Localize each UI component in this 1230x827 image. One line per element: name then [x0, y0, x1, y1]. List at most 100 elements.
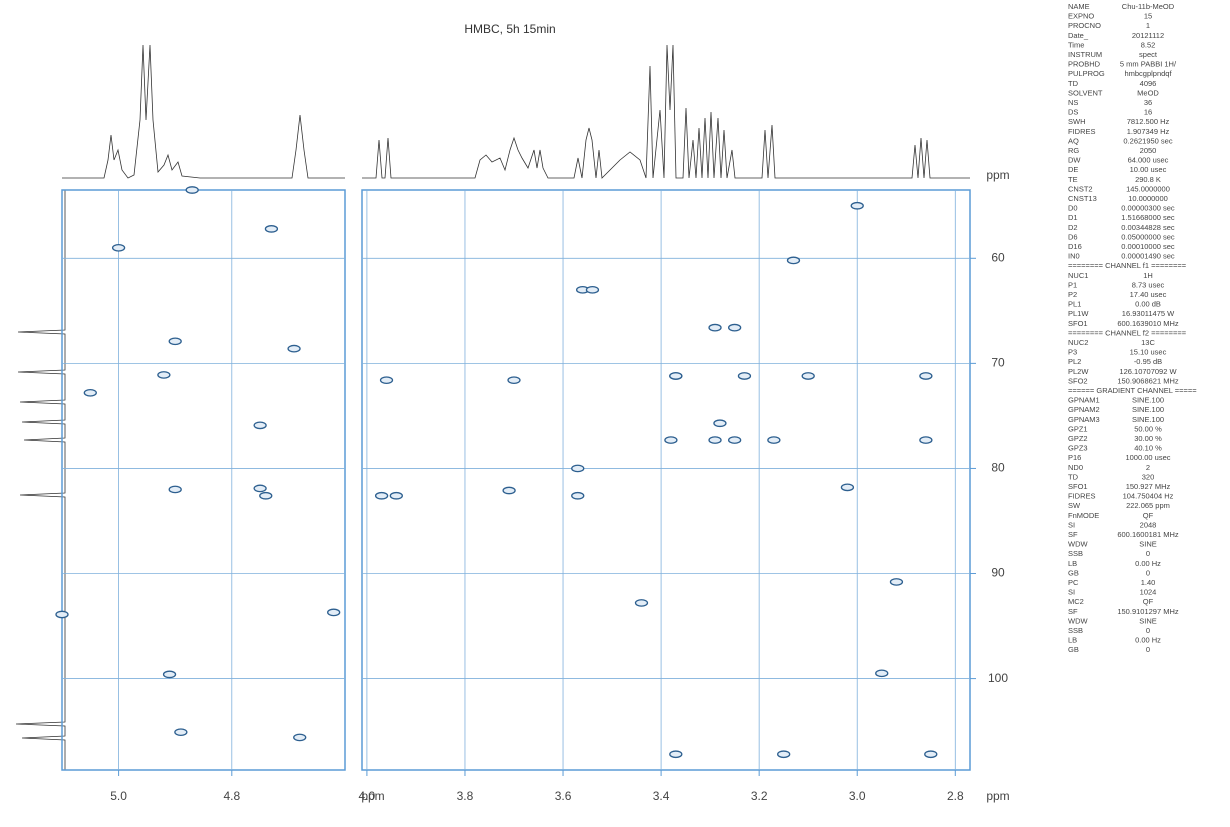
y-tick-label: 60 — [991, 250, 1005, 264]
param-name: NUC2 — [1068, 338, 1088, 347]
cross-peak — [507, 376, 521, 385]
param-name: SSB — [1068, 626, 1083, 635]
param-name: PL1 — [1068, 300, 1081, 309]
param-value: 0 — [1146, 549, 1150, 558]
param-name: D16 — [1068, 242, 1082, 251]
cross-peak — [327, 608, 341, 617]
param-name: SOLVENT — [1068, 88, 1103, 97]
cross-peak — [253, 421, 267, 430]
cross-peak — [168, 485, 182, 494]
cross-peak — [875, 669, 889, 678]
param-value: 600.1639010 MHz — [1117, 319, 1179, 328]
cross-peak — [389, 491, 403, 500]
param-name: GPZ3 — [1068, 444, 1088, 453]
param-name: TD — [1068, 79, 1079, 88]
cross-peak — [727, 436, 742, 444]
param-value: 0.00344828 sec — [1121, 223, 1175, 232]
param-value: 2 — [1146, 463, 1150, 472]
param-name: SWH — [1068, 117, 1086, 126]
param-name: SFO2 — [1068, 376, 1088, 385]
param-value: QF — [1143, 511, 1154, 520]
param-value: 0.00 Hz — [1135, 559, 1161, 568]
cross-peak — [801, 372, 815, 380]
param-name: DS — [1068, 108, 1078, 117]
param-value: 1.907349 Hz — [1127, 127, 1170, 136]
param-value: 320 — [1142, 472, 1155, 481]
cross-peak — [253, 484, 267, 493]
cross-peak — [664, 436, 678, 444]
cross-peak — [264, 225, 279, 233]
top-trace-right — [362, 44, 970, 179]
cross-peak — [840, 483, 855, 492]
param-name: LB — [1068, 559, 1077, 568]
cross-peak — [571, 464, 585, 473]
cross-peak — [83, 388, 97, 397]
param-name: PL2W — [1068, 367, 1089, 376]
param-value: 150.9068621 MHz — [1117, 376, 1179, 385]
param-name: PL2 — [1068, 357, 1081, 366]
x-tick-label: 5.0 — [110, 789, 127, 803]
cross-peak — [55, 610, 69, 619]
param-value: 145.0000000 — [1126, 184, 1170, 193]
param-value: 15 — [1144, 12, 1152, 21]
cross-peak — [669, 372, 683, 380]
param-value: 0 — [1146, 645, 1150, 654]
param-name: SFO1 — [1068, 482, 1088, 491]
param-value: 0.05000000 sec — [1121, 232, 1175, 241]
cross-peak — [889, 578, 904, 586]
param-name: EXPNO — [1068, 12, 1094, 21]
param-name: SF — [1068, 530, 1078, 539]
cross-peak — [162, 670, 177, 679]
cross-peak — [571, 491, 585, 500]
param-value: 4096 — [1140, 79, 1157, 88]
param-value: 1H — [1143, 271, 1153, 280]
param-value: 150.9101297 MHz — [1117, 607, 1179, 616]
param-name: NS — [1068, 98, 1078, 107]
param-value: 50.00 % — [1134, 424, 1162, 433]
cross-peak — [111, 243, 126, 252]
param-value: hmbcgplpndqf — [1124, 69, 1172, 78]
param-value: 40.10 % — [1134, 444, 1162, 453]
param-value: 0.00000300 sec — [1121, 204, 1175, 213]
y-tick-label: 70 — [991, 356, 1005, 370]
cross-peak — [708, 323, 722, 332]
y-tick-label: 100 — [988, 671, 1008, 685]
param-name: FIDRES — [1068, 127, 1096, 136]
param-name: DW — [1068, 156, 1081, 165]
param-name: SW — [1068, 501, 1081, 510]
cross-peak — [737, 372, 752, 380]
param-value: SINE.100 — [1132, 396, 1164, 405]
param-value: 104.750404 Hz — [1123, 492, 1174, 501]
x-tick-label: 3.6 — [555, 789, 572, 803]
param-name: P1 — [1068, 280, 1077, 289]
param-value: 15.10 usec — [1130, 348, 1167, 357]
param-name: CNST2 — [1068, 184, 1093, 193]
param-value: 2048 — [1140, 520, 1157, 529]
param-value: 10.00 usec — [1130, 165, 1167, 174]
param-name: MC2 — [1068, 597, 1084, 606]
cross-peak — [379, 376, 394, 385]
cross-peak — [919, 436, 933, 444]
param-name: D6 — [1068, 232, 1078, 241]
param-value: 1000.00 usec — [1125, 453, 1170, 462]
param-name: DE — [1068, 165, 1078, 174]
param-name: PL1W — [1068, 309, 1089, 318]
param-name: FIDRES — [1068, 492, 1096, 501]
y-axis-label: ppm — [986, 168, 1009, 182]
param-name: D0 — [1068, 204, 1078, 213]
param-name: Date_ — [1068, 31, 1089, 40]
cross-peak — [259, 491, 273, 500]
param-value: 30.00 % — [1134, 434, 1162, 443]
param-name: IN0 — [1068, 252, 1080, 261]
param-name: WDW — [1068, 540, 1088, 549]
x-tick-label: 3.8 — [457, 789, 474, 803]
param-name: P3 — [1068, 348, 1077, 357]
param-value: 10.0000000 — [1128, 194, 1168, 203]
cross-peak — [502, 486, 516, 495]
param-name: D1 — [1068, 213, 1078, 222]
cross-peak — [168, 337, 182, 346]
x-tick-label: 3.4 — [653, 789, 670, 803]
param-name: FnMODE — [1068, 511, 1099, 520]
